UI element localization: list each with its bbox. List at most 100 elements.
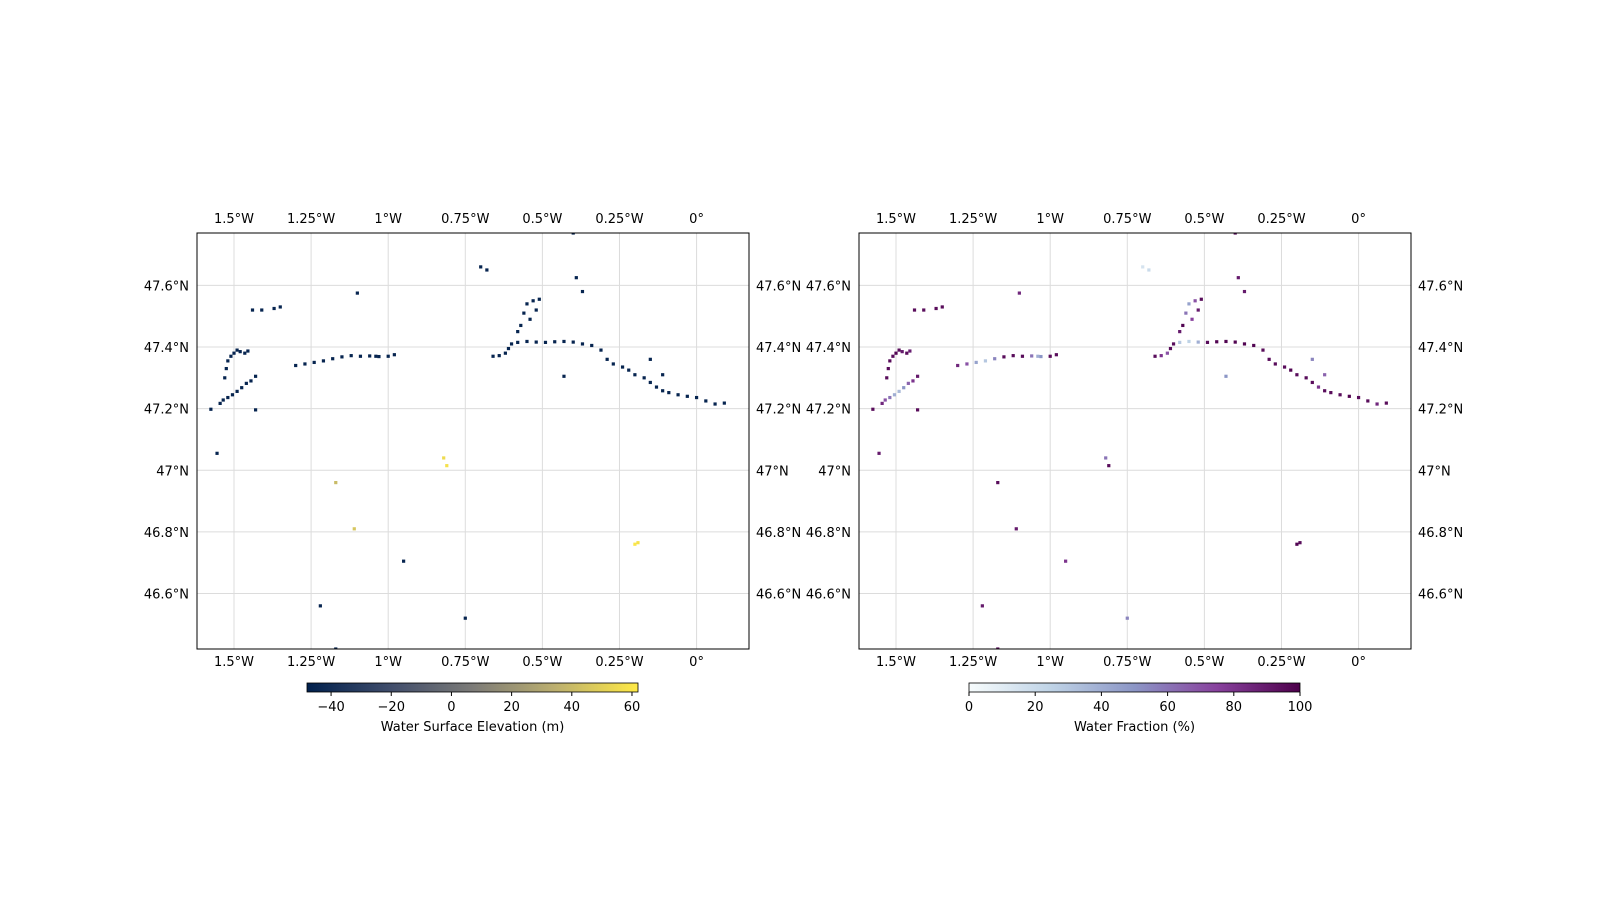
water-fraction-map: 1.5°W 1.5°W 1.25°W 1.25°W 1°W 1°W 0.75°W 0.75°W… (806, 212, 1463, 735)
data-point (1242, 289, 1247, 294)
data-point (1193, 299, 1197, 303)
y-tick-label-right: 47.4°N (1418, 341, 1463, 356)
y-tick-label-left: 46.8°N (144, 526, 189, 541)
data-point (318, 604, 322, 608)
data-point (442, 456, 446, 460)
data-point (253, 374, 258, 378)
data-point (1159, 354, 1163, 358)
data-point (497, 354, 501, 358)
data-point (1178, 340, 1182, 344)
x-tick-label-bottom: 1.5°W (214, 655, 254, 670)
x-tick-label-top: 1.25°W (287, 212, 335, 227)
data-point (340, 355, 344, 359)
data-point (636, 541, 640, 545)
x-tick-label-bottom: 1°W (1036, 655, 1064, 670)
x-tick-label-top: 0.25°W (1257, 212, 1305, 227)
x-tick-label-bottom: 0.25°W (1257, 655, 1305, 670)
data-point (226, 395, 230, 400)
data-point (1347, 394, 1351, 398)
y-tick-label-left: 47.4°N (144, 341, 189, 356)
data-point (235, 389, 239, 393)
data-point (1011, 354, 1015, 358)
data-point (574, 276, 578, 280)
y-tick-label-right: 47.2°N (756, 403, 801, 418)
colorbar-tick-label: −40 (317, 700, 344, 715)
data-point (519, 323, 523, 328)
data-point (648, 380, 652, 385)
data-point (883, 398, 887, 402)
data-point (294, 363, 298, 368)
y-tick-label-left: 47°N (818, 464, 851, 479)
data-point (1048, 354, 1052, 358)
data-point (522, 311, 526, 315)
colorbar-tick-label: −20 (378, 700, 405, 715)
data-point (1054, 353, 1058, 357)
data-point (1242, 342, 1247, 346)
y-tick-label-right: 46.8°N (1418, 526, 1463, 541)
data-point (722, 401, 726, 405)
data-point (1282, 365, 1287, 369)
colorbar-tick-label: 0 (965, 700, 973, 715)
y-tick-label-left: 46.6°N (806, 588, 851, 603)
colorbar-tick-label: 40 (1093, 700, 1110, 715)
data-point (1298, 541, 1302, 545)
data-point (888, 395, 892, 400)
y-tick-label-right: 47.4°N (756, 341, 801, 356)
data-point (633, 373, 637, 377)
data-point (485, 268, 489, 272)
colorbar-tick-label: 100 (1288, 700, 1313, 715)
data-point (1125, 616, 1129, 620)
y-tick-label-right: 47.6°N (756, 279, 801, 294)
y-tick-label-left: 47.6°N (144, 279, 189, 294)
data-point (871, 407, 875, 411)
data-point (1252, 343, 1256, 348)
x-tick-label-top: 0.5°W (522, 212, 562, 227)
colorbar (968, 682, 1301, 693)
data-point (906, 381, 910, 385)
data-point (996, 481, 1000, 485)
y-tick-label-right: 46.6°N (1418, 588, 1463, 603)
y-tick-label-right: 47.6°N (1418, 279, 1463, 294)
x-tick-label-bottom: 0.75°W (441, 655, 489, 670)
data-point (580, 289, 585, 294)
data-point (940, 305, 944, 309)
data-point (303, 362, 307, 366)
colorbar-tick-label: 80 (1226, 700, 1243, 715)
data-point (525, 302, 529, 306)
y-tick-label-left: 46.8°N (806, 526, 851, 541)
colorbar-label: Water Fraction (%) (1074, 720, 1195, 735)
data-point (1168, 346, 1173, 351)
data-point (246, 349, 250, 353)
data-point (334, 647, 338, 649)
data-point (562, 339, 566, 344)
data-point (321, 359, 326, 363)
data-point (611, 362, 615, 366)
data-point (272, 306, 276, 311)
data-point (243, 351, 247, 355)
data-point (352, 527, 356, 531)
x-tick-label-top: 1°W (374, 212, 402, 227)
data-point (238, 350, 242, 354)
data-point (667, 391, 671, 395)
data-point (880, 401, 884, 406)
data-point (1039, 354, 1043, 359)
data-point (334, 481, 338, 485)
x-tick-label-bottom: 0.5°W (1184, 655, 1224, 670)
data-point (224, 366, 228, 371)
data-point (1104, 456, 1108, 460)
y-tick-label-left: 47.2°N (806, 403, 851, 418)
data-point (911, 379, 915, 383)
data-point (648, 357, 652, 361)
x-tick-label-bottom: 0° (689, 655, 704, 670)
data-point (1310, 357, 1314, 361)
x-tick-label-top: 0.75°W (441, 212, 489, 227)
data-point (253, 408, 258, 412)
x-tick-label-bottom: 0.25°W (595, 655, 643, 670)
data-point (1233, 233, 1237, 235)
data-point (676, 393, 680, 397)
data-point (934, 306, 938, 311)
data-point (349, 354, 353, 358)
data-point (358, 354, 363, 358)
data-point (965, 362, 969, 366)
y-tick-label-right: 46.8°N (756, 526, 801, 541)
